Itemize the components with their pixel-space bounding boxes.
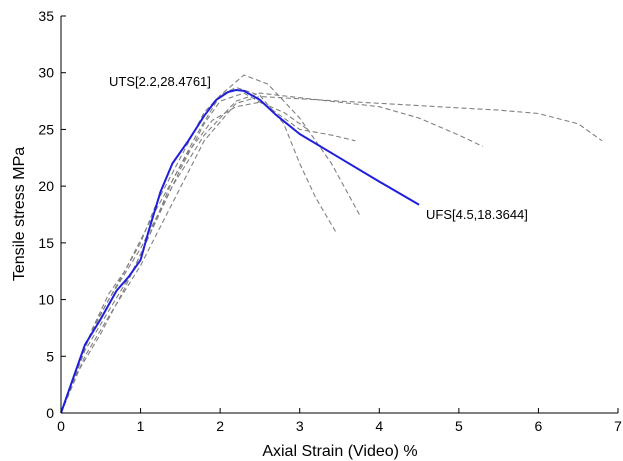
trial-curve-line-4 <box>60 92 483 414</box>
x-tick-label: 7 <box>614 418 622 434</box>
x-tick-label: 5 <box>455 418 463 434</box>
x-tick-label: 1 <box>137 418 145 434</box>
trial-curve-line-5 <box>60 95 603 414</box>
trial-curve-line-2 <box>60 74 360 414</box>
y-tick-label: 30 <box>38 65 54 81</box>
x-tick-label: 2 <box>216 418 224 434</box>
y-tick-label: 5 <box>46 348 54 364</box>
y-axis-title: Tensile stress MPa <box>11 147 28 281</box>
trial-curve-line-6 <box>60 101 309 414</box>
x-axis-title: Axial Strain (Video) % <box>262 443 417 460</box>
y-tick-label: 0 <box>46 405 54 421</box>
uts-annotation: UTS[2.2,28.4761] <box>109 74 211 89</box>
trial-curves-group <box>60 74 603 414</box>
ufs-annotation: UFS[4.5,18.3644] <box>426 207 528 222</box>
y-tick-label: 10 <box>38 292 54 308</box>
x-axis-ticks: 0 1 2 3 4 5 6 7 <box>57 408 622 434</box>
mean-curve-line <box>60 89 420 414</box>
trial-curve-line-3 <box>60 92 356 414</box>
mean-curve-group <box>60 89 420 414</box>
x-tick-label: 3 <box>296 418 304 434</box>
y-axis-ticks: 0 5 10 15 20 25 30 35 <box>38 8 66 421</box>
x-tick-label: 6 <box>535 418 543 434</box>
y-tick-label: 25 <box>38 121 54 137</box>
y-tick-label: 15 <box>38 235 54 251</box>
x-tick-label: 4 <box>375 418 383 434</box>
y-tick-label: 35 <box>38 8 54 24</box>
y-tick-label: 20 <box>38 178 54 194</box>
x-tick-label: 0 <box>57 418 65 434</box>
trial-curve-line-1 <box>60 86 336 414</box>
